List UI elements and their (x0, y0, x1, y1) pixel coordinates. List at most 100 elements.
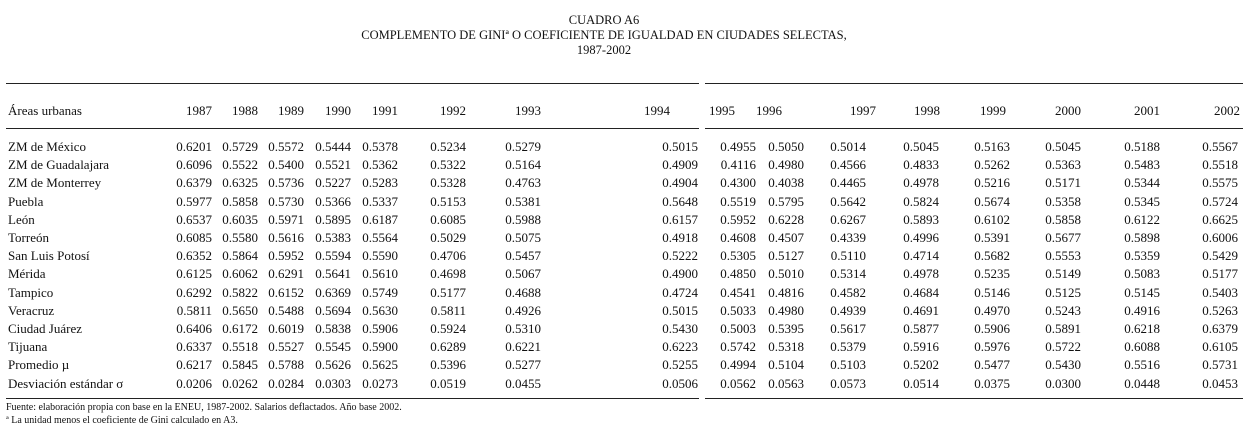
cell-value: 0.5895 (315, 211, 351, 227)
cell-value: 0.5642 (830, 193, 866, 209)
cell-value: 0.5164 (505, 157, 541, 173)
cell-value: 0.5015 (662, 139, 698, 154)
cell-value: 0.5971 (268, 211, 304, 227)
cell-value: 0.5227 (315, 175, 351, 191)
cell-value: 0.5898 (1124, 230, 1160, 245)
cell-value: 0.5742 (720, 339, 756, 355)
cell-value: 0.5650 (222, 302, 258, 318)
column-header: 1987 (186, 103, 212, 118)
cell-value: 0.0262 (222, 375, 258, 391)
cell-value: 0.6201 (176, 139, 212, 154)
cell-value: 0.5243 (1045, 302, 1081, 318)
row-label: Promedio µ (8, 357, 70, 373)
column-header: 1998 (914, 103, 940, 118)
cell-value: 0.5924 (430, 321, 466, 336)
cell-value: 0.5457 (505, 248, 541, 264)
cell-value: 0.5337 (362, 193, 398, 209)
cell-value: 0.5163 (974, 139, 1010, 154)
cell-value: 0.5567 (1202, 139, 1238, 154)
cell-value: 0.4916 (1124, 302, 1160, 318)
cell-value: 0.5010 (768, 266, 804, 282)
cell-value: 0.5516 (1124, 357, 1160, 373)
cell-value: 0.4714 (903, 248, 939, 264)
cell-value: 0.4339 (830, 230, 866, 245)
cell-value: 0.4566 (830, 157, 866, 173)
row-label: Torreón (8, 230, 49, 245)
cell-value: 0.5366 (315, 193, 351, 209)
cell-value: 0.5988 (505, 211, 541, 227)
cell-value: 0.5429 (1202, 248, 1238, 264)
cell-value: 0.5674 (974, 193, 1010, 209)
top-rule-left (6, 83, 699, 84)
cell-value: 0.0453 (1202, 375, 1238, 391)
cell-value: 0.5075 (505, 230, 541, 245)
cell-value: 0.5314 (830, 266, 866, 282)
cell-value: 0.5564 (362, 230, 398, 245)
cell-value: 0.5488 (268, 302, 304, 318)
cell-value: 0.5519 (720, 193, 756, 209)
cell-value: 0.5202 (903, 357, 939, 373)
column-header: 2000 (1055, 103, 1081, 118)
cell-value: 0.5795 (768, 193, 804, 209)
cell-value: 0.5788 (268, 357, 304, 373)
cell-value: 0.4688 (505, 284, 541, 300)
row-label: Ciudad Juárez (8, 321, 83, 336)
cell-value: 0.4900 (662, 266, 698, 282)
cell-value: 0.4955 (720, 139, 756, 154)
cell-value: 0.5580 (222, 230, 258, 245)
cell-value: 0.4541 (720, 284, 756, 300)
cell-value: 0.5977 (176, 193, 212, 209)
cell-value: 0.5617 (830, 321, 866, 336)
row-label: Tampico (8, 284, 54, 300)
cell-value: 0.5527 (268, 339, 304, 355)
cell-value: 0.5483 (1124, 157, 1160, 173)
cell-value: 0.5255 (662, 357, 698, 373)
cell-value: 0.5477 (974, 357, 1010, 373)
cell-value: 0.5127 (768, 248, 804, 264)
cell-value: 0.0563 (768, 375, 804, 391)
cell-value: 0.5858 (222, 193, 258, 209)
cell-value: 0.5976 (974, 339, 1010, 355)
cell-value: 0.6228 (768, 211, 804, 227)
column-header: 1989 (278, 103, 304, 118)
cell-value: 0.4300 (720, 175, 756, 191)
column-header: 1993 (515, 103, 541, 118)
column-header: 1996 (756, 103, 782, 118)
cell-value: 0.6122 (1124, 211, 1160, 227)
cell-value: 0.4994 (720, 357, 756, 373)
row-label: ZM de Monterrey (8, 175, 102, 191)
cell-value: 0.4038 (768, 175, 804, 191)
cell-value: 0.6088 (1124, 339, 1160, 355)
cell-value: 0.5736 (268, 175, 304, 191)
cell-value: 0.5322 (430, 157, 466, 173)
cell-value: 0.4980 (768, 302, 804, 318)
cell-value: 0.4698 (430, 266, 466, 282)
row-label: Tijuana (8, 339, 48, 355)
cell-value: 0.6085 (430, 211, 466, 227)
cell-value: 0.5045 (903, 139, 939, 154)
cell-value: 0.5694 (315, 302, 351, 318)
cell-value: 0.6152 (268, 284, 304, 300)
cell-value: 0.5262 (974, 157, 1010, 173)
cell-value: 0.5400 (268, 157, 304, 173)
cell-value: 0.5838 (315, 321, 351, 336)
cell-value: 0.4939 (830, 302, 866, 318)
cell-value: 0.5430 (662, 321, 698, 336)
cell-value: 0.4816 (768, 284, 804, 300)
column-header: 2002 (1214, 103, 1240, 118)
cell-value: 0.6218 (1124, 321, 1160, 336)
cell-value: 0.6105 (1202, 339, 1238, 355)
column-header: 1999 (980, 103, 1006, 118)
cell-value: 0.5749 (362, 284, 398, 300)
cell-value: 0.5677 (1045, 230, 1081, 245)
cell-value: 0.5730 (268, 193, 304, 209)
row-label: León (8, 211, 35, 227)
cell-value: 0.6102 (974, 211, 1010, 227)
cell-value: 0.4116 (720, 157, 756, 173)
cell-value: 0.4996 (903, 230, 939, 245)
cell-value: 0.4980 (768, 157, 804, 173)
cell-value: 0.5234 (430, 139, 466, 154)
column-header: 1995 (709, 103, 735, 118)
cell-value: 0.6369 (315, 284, 351, 300)
